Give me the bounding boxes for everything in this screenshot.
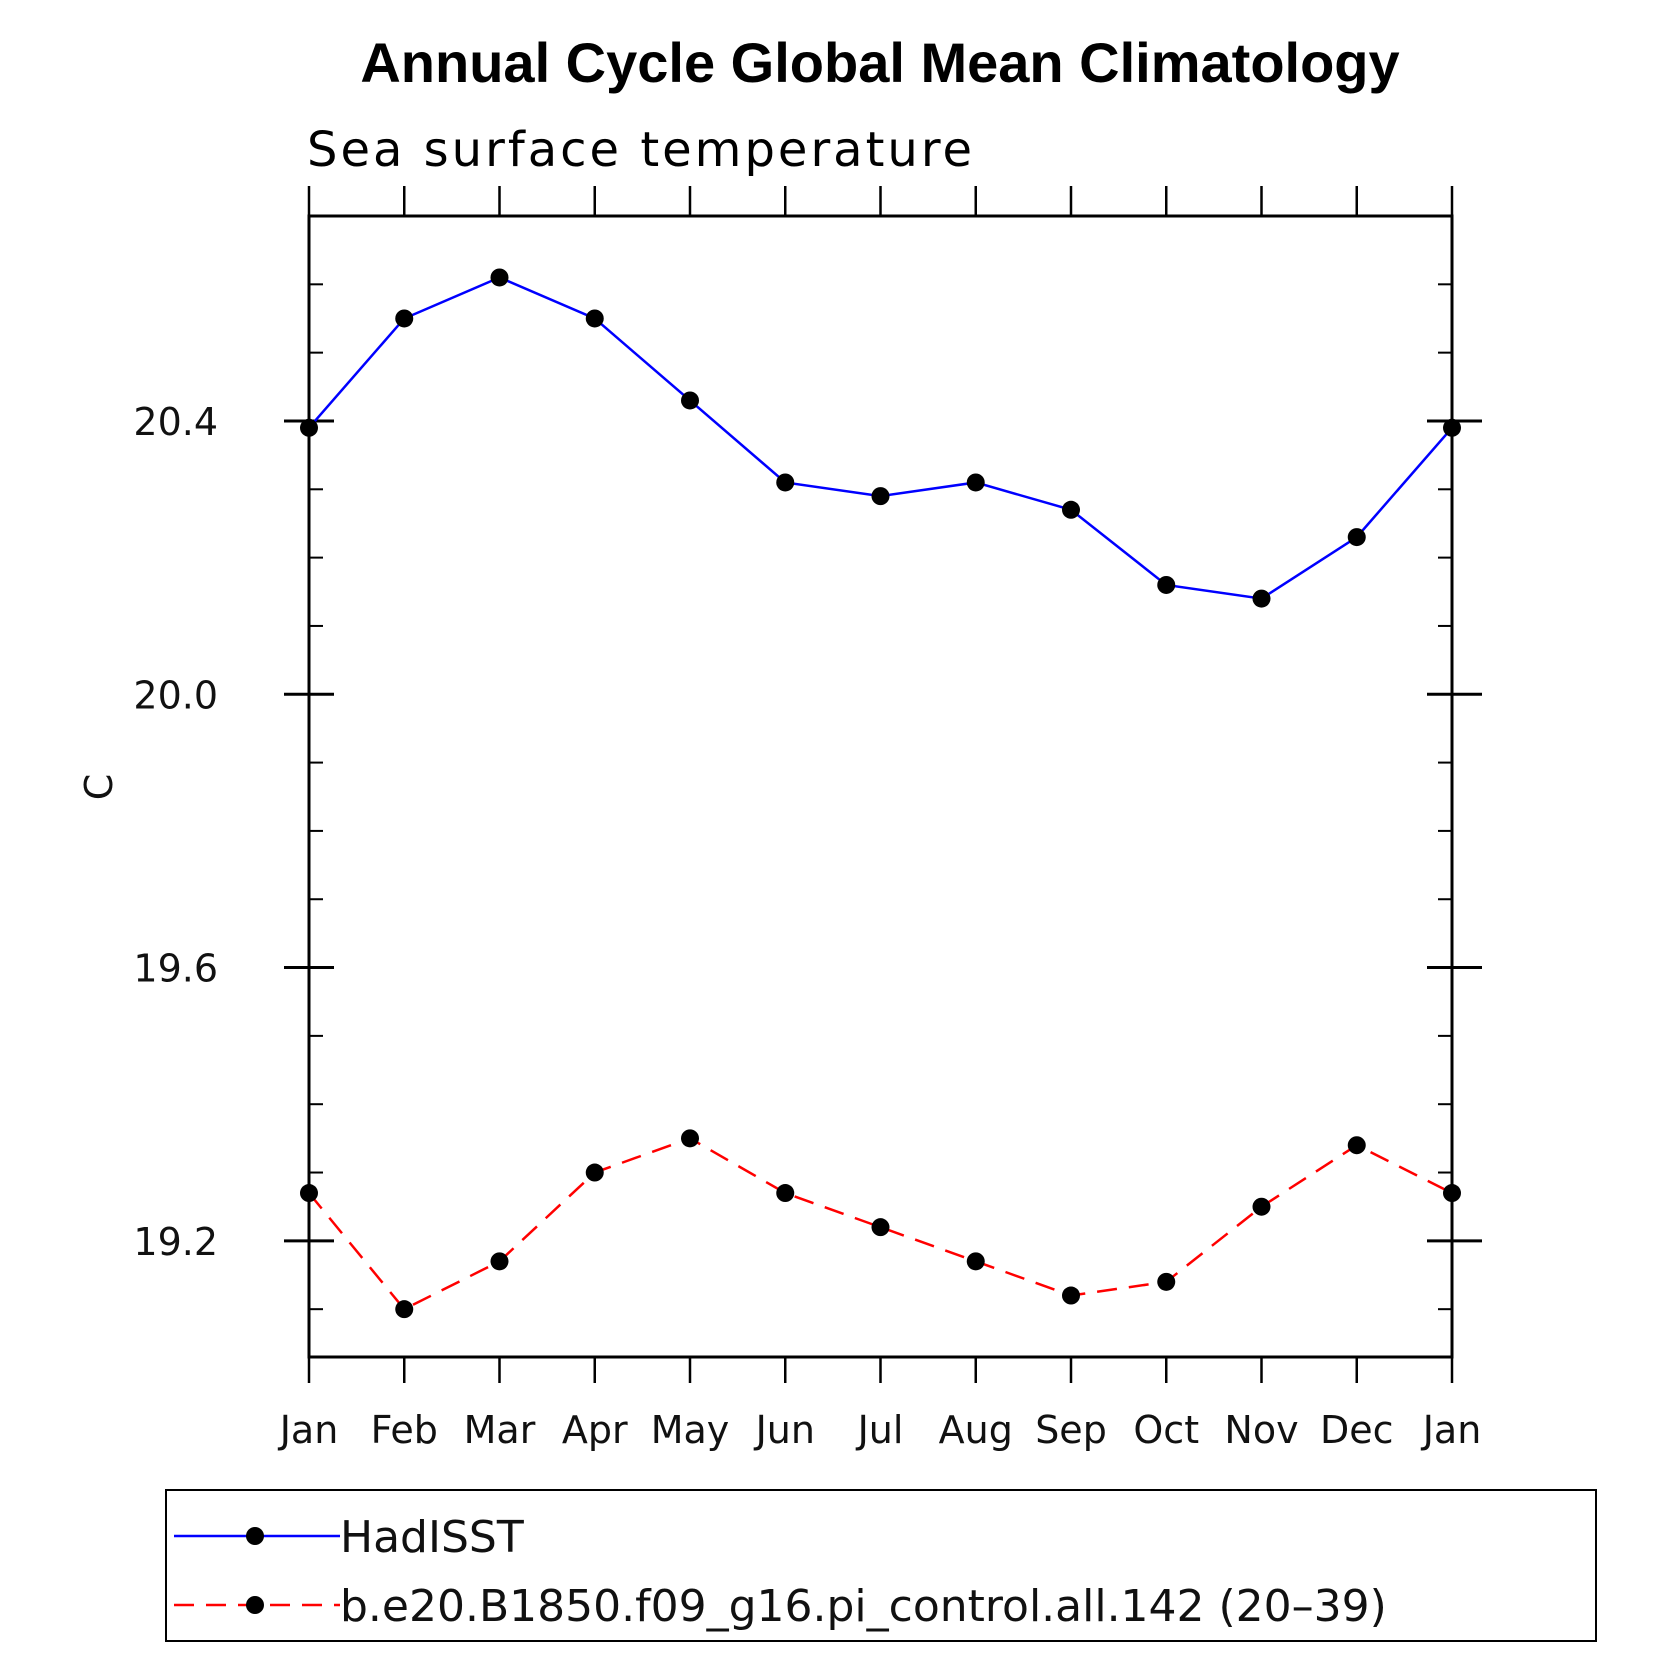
data-point [776, 473, 795, 492]
legend-label-2: b.e20.B1850.f09_g16.pi_control.all.142 (… [340, 1581, 1387, 1632]
y-tick-label: 19.2 [133, 1220, 218, 1264]
data-point [300, 1184, 318, 1203]
data-point [1062, 1286, 1080, 1305]
x-tick-label: Apr [562, 1408, 628, 1452]
data-point [681, 1129, 699, 1148]
x-tick-label: Aug [939, 1408, 1013, 1452]
plot-frame [307, 214, 1454, 1359]
y-axis-label: C [77, 774, 121, 801]
legend: HadISST b.e20.B1850.f09_g16.pi_control.al… [174, 1512, 1387, 1632]
data-point [1062, 500, 1080, 519]
axis-ticks [284, 186, 1482, 1383]
data-point [871, 1218, 890, 1237]
data-point [585, 1163, 604, 1182]
data-point [490, 268, 509, 287]
data-point [395, 309, 414, 328]
data-point [395, 1300, 414, 1319]
data-point [681, 391, 699, 410]
data-point [300, 418, 318, 437]
legend-marker [246, 1596, 264, 1614]
data-point [1443, 418, 1461, 437]
x-tick-label: Feb [371, 1408, 438, 1452]
chart-subtitle: Sea surface temperature [307, 122, 975, 178]
x-tick-label: Jan [278, 1408, 339, 1452]
data-point [966, 473, 985, 492]
legend-box [165, 1489, 1597, 1642]
y-tick-labels: 19.2 19.6 20.0 20.4 [133, 400, 218, 1264]
x-tick-label: May [651, 1408, 730, 1452]
x-tick-label: Sep [1035, 1408, 1107, 1452]
data-point [1252, 1197, 1271, 1216]
series-group [300, 268, 1461, 1319]
y-tick-label: 20.4 [133, 400, 218, 444]
data-point [585, 309, 604, 328]
data-point [871, 487, 890, 506]
data-point [490, 1252, 509, 1271]
chart-title: Annual Cycle Global Mean Climatology [360, 31, 1399, 94]
y-tick-label: 19.6 [133, 947, 218, 991]
legend-label-1: HadISST [340, 1512, 524, 1563]
x-tick-label: Jun [754, 1408, 815, 1452]
data-point [1252, 589, 1271, 608]
series-line-1 [308, 276, 1453, 600]
x-tick-label: Oct [1133, 1408, 1199, 1452]
data-point [776, 1184, 795, 1203]
data-point [1347, 1136, 1366, 1155]
data-point [1443, 1184, 1461, 1203]
x-tick-label: Jan [1421, 1408, 1482, 1452]
x-tick-label: Dec [1320, 1408, 1394, 1452]
data-point [1157, 1272, 1176, 1291]
y-tick-label: 20.0 [133, 673, 218, 717]
legend-marker [246, 1527, 264, 1545]
x-tick-label: Jul [856, 1408, 904, 1452]
x-tick-label: Nov [1224, 1408, 1298, 1452]
data-point [1157, 575, 1176, 594]
x-tick-labels: Jan Feb Mar Apr May Jun Jul Aug Sep Oct Nov Dec Jan [278, 1408, 1482, 1452]
x-tick-label: Mar [464, 1408, 536, 1452]
data-point [1347, 528, 1366, 547]
data-point [966, 1252, 985, 1271]
